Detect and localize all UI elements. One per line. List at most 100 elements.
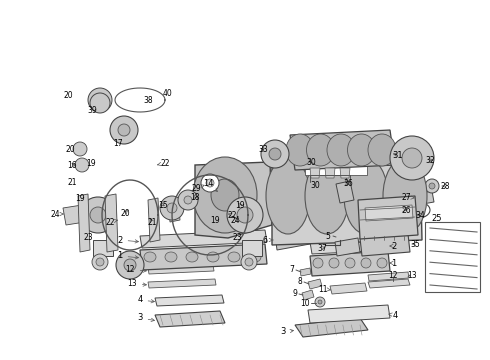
Ellipse shape xyxy=(368,134,396,166)
Ellipse shape xyxy=(313,258,323,268)
Ellipse shape xyxy=(193,157,257,233)
Text: 19: 19 xyxy=(75,194,85,202)
Polygon shape xyxy=(78,194,90,252)
Text: 37: 37 xyxy=(317,243,327,252)
Text: 20: 20 xyxy=(120,208,130,217)
Text: 30: 30 xyxy=(306,158,316,166)
Polygon shape xyxy=(368,279,410,288)
Text: 22: 22 xyxy=(105,217,118,226)
Ellipse shape xyxy=(184,196,192,204)
Polygon shape xyxy=(155,295,224,306)
Ellipse shape xyxy=(228,252,240,262)
Text: 34: 34 xyxy=(415,211,425,220)
Text: 3: 3 xyxy=(280,328,294,337)
Ellipse shape xyxy=(347,134,375,166)
Text: 1: 1 xyxy=(118,252,139,261)
Ellipse shape xyxy=(361,258,371,268)
Polygon shape xyxy=(105,194,118,252)
Ellipse shape xyxy=(80,197,116,233)
Text: 20: 20 xyxy=(65,144,75,153)
Polygon shape xyxy=(340,168,350,178)
Text: 12: 12 xyxy=(388,271,398,280)
Text: 3: 3 xyxy=(137,314,154,323)
Polygon shape xyxy=(63,205,85,225)
Text: 2: 2 xyxy=(390,242,396,251)
Text: 22: 22 xyxy=(157,158,170,167)
Ellipse shape xyxy=(90,207,106,223)
Polygon shape xyxy=(155,311,225,327)
Text: 19: 19 xyxy=(235,201,245,210)
Polygon shape xyxy=(290,130,395,170)
Ellipse shape xyxy=(227,197,263,233)
Bar xyxy=(305,165,367,175)
Ellipse shape xyxy=(335,232,345,242)
Polygon shape xyxy=(275,228,310,250)
Text: 11: 11 xyxy=(318,284,331,293)
Text: 23: 23 xyxy=(83,233,93,242)
Ellipse shape xyxy=(266,158,310,234)
Polygon shape xyxy=(168,198,180,222)
Ellipse shape xyxy=(207,252,219,262)
Text: 18: 18 xyxy=(190,193,200,202)
Text: 13: 13 xyxy=(127,279,147,288)
Ellipse shape xyxy=(201,174,219,192)
Text: 24: 24 xyxy=(50,210,63,219)
Ellipse shape xyxy=(110,116,138,144)
Ellipse shape xyxy=(307,134,335,166)
Polygon shape xyxy=(335,238,360,256)
Ellipse shape xyxy=(211,179,239,211)
Text: 38: 38 xyxy=(143,95,153,104)
Polygon shape xyxy=(415,191,434,205)
Ellipse shape xyxy=(261,140,289,168)
Ellipse shape xyxy=(286,134,314,166)
Text: 6: 6 xyxy=(263,235,273,244)
Ellipse shape xyxy=(95,95,105,105)
Ellipse shape xyxy=(269,148,281,160)
Ellipse shape xyxy=(425,179,439,193)
Text: 13: 13 xyxy=(407,270,417,279)
Text: 16: 16 xyxy=(67,161,77,170)
Text: 22: 22 xyxy=(227,211,237,220)
Ellipse shape xyxy=(92,254,108,270)
Ellipse shape xyxy=(90,93,110,113)
Polygon shape xyxy=(140,244,267,270)
Ellipse shape xyxy=(144,252,156,262)
Text: 29: 29 xyxy=(191,184,204,193)
Polygon shape xyxy=(148,265,214,274)
Text: 27: 27 xyxy=(401,193,414,202)
Ellipse shape xyxy=(383,158,427,234)
Polygon shape xyxy=(295,318,368,337)
Ellipse shape xyxy=(413,206,423,214)
Ellipse shape xyxy=(73,142,87,156)
Polygon shape xyxy=(308,305,390,323)
Text: 35: 35 xyxy=(410,239,420,248)
Text: 33: 33 xyxy=(258,144,268,153)
Text: 21: 21 xyxy=(147,217,157,226)
Polygon shape xyxy=(365,205,413,221)
Polygon shape xyxy=(148,198,160,242)
Polygon shape xyxy=(330,283,367,294)
Ellipse shape xyxy=(429,183,435,189)
Text: 31: 31 xyxy=(392,150,403,159)
Ellipse shape xyxy=(249,252,261,262)
Text: 20: 20 xyxy=(63,90,73,99)
Polygon shape xyxy=(238,209,260,229)
Text: 26: 26 xyxy=(401,206,411,215)
Polygon shape xyxy=(325,168,335,178)
Ellipse shape xyxy=(241,254,257,270)
Ellipse shape xyxy=(329,258,339,268)
Text: 14: 14 xyxy=(203,179,218,192)
Polygon shape xyxy=(336,181,354,203)
Text: 36: 36 xyxy=(343,179,353,188)
Text: 2: 2 xyxy=(118,235,139,244)
Bar xyxy=(93,240,113,256)
Text: 12: 12 xyxy=(125,266,147,274)
Text: 23: 23 xyxy=(232,233,242,242)
Polygon shape xyxy=(272,150,422,245)
Ellipse shape xyxy=(186,252,198,262)
Polygon shape xyxy=(310,251,390,276)
Ellipse shape xyxy=(237,207,253,223)
Ellipse shape xyxy=(124,259,136,271)
Ellipse shape xyxy=(160,196,184,220)
Ellipse shape xyxy=(402,148,422,168)
